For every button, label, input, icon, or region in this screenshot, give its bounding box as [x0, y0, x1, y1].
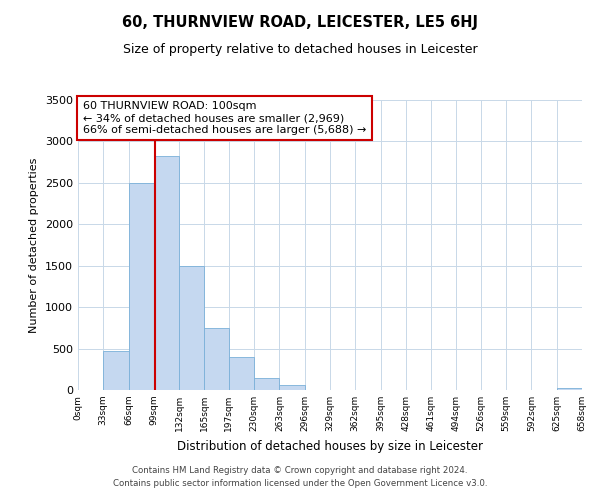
Text: 60, THURNVIEW ROAD, LEICESTER, LE5 6HJ: 60, THURNVIEW ROAD, LEICESTER, LE5 6HJ	[122, 15, 478, 30]
Bar	[179, 266, 205, 390]
Text: 60 THURNVIEW ROAD: 100sqm
← 34% of detached houses are smaller (2,969)
66% of se: 60 THURNVIEW ROAD: 100sqm ← 34% of detac…	[83, 102, 367, 134]
Y-axis label: Number of detached properties: Number of detached properties	[29, 158, 40, 332]
X-axis label: Distribution of detached houses by size in Leicester: Distribution of detached houses by size …	[177, 440, 483, 452]
Bar	[229, 357, 254, 390]
Text: Contains HM Land Registry data © Crown copyright and database right 2024.
Contai: Contains HM Land Registry data © Crown c…	[113, 466, 487, 487]
Bar	[128, 183, 154, 390]
Bar	[103, 351, 128, 390]
Bar	[205, 328, 229, 390]
Bar	[280, 385, 305, 390]
Bar	[154, 156, 179, 390]
Bar	[254, 378, 280, 390]
Text: Size of property relative to detached houses in Leicester: Size of property relative to detached ho…	[122, 42, 478, 56]
Bar	[557, 388, 582, 390]
